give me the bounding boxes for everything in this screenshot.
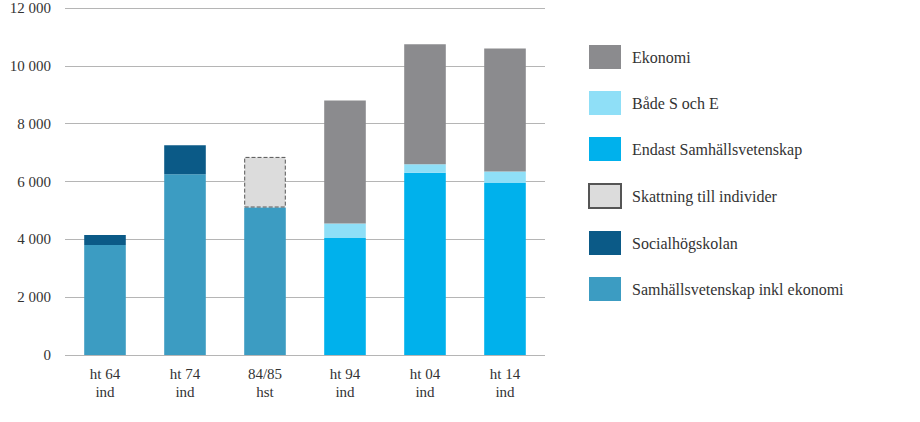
svg-text:ht 04: ht 04 [410,366,441,382]
svg-text:Skattning till individer: Skattning till individer [632,188,778,206]
svg-text:6 000: 6 000 [17,174,51,190]
svg-text:Endast Samhällsvetenskap: Endast Samhällsvetenskap [632,141,802,159]
svg-text:0: 0 [44,347,52,363]
svg-text:hst: hst [256,384,274,400]
svg-text:10 000: 10 000 [10,58,51,74]
svg-text:ht 14: ht 14 [490,366,521,382]
svg-text:ind: ind [495,384,515,400]
svg-text:Socialhögskolan: Socialhögskolan [632,235,738,253]
svg-text:Ekonomi: Ekonomi [632,49,691,66]
svg-text:12 000: 12 000 [10,0,51,16]
svg-text:4 000: 4 000 [17,231,51,247]
svg-text:ind: ind [335,384,355,400]
svg-text:ht 94: ht 94 [330,366,361,382]
svg-text:8 000: 8 000 [17,116,51,132]
svg-text:Samhällsvetenskap inkl ekonomi: Samhällsvetenskap inkl ekonomi [632,281,844,299]
svg-text:ind: ind [415,384,435,400]
svg-text:ind: ind [175,384,195,400]
svg-text:2 000: 2 000 [17,289,51,305]
svg-text:84/85: 84/85 [248,366,282,382]
svg-text:ht 64: ht 64 [90,366,121,382]
svg-text:ht 74: ht 74 [170,366,201,382]
svg-text:ind: ind [95,384,115,400]
svg-text:Både S och E: Både S och E [632,95,719,112]
